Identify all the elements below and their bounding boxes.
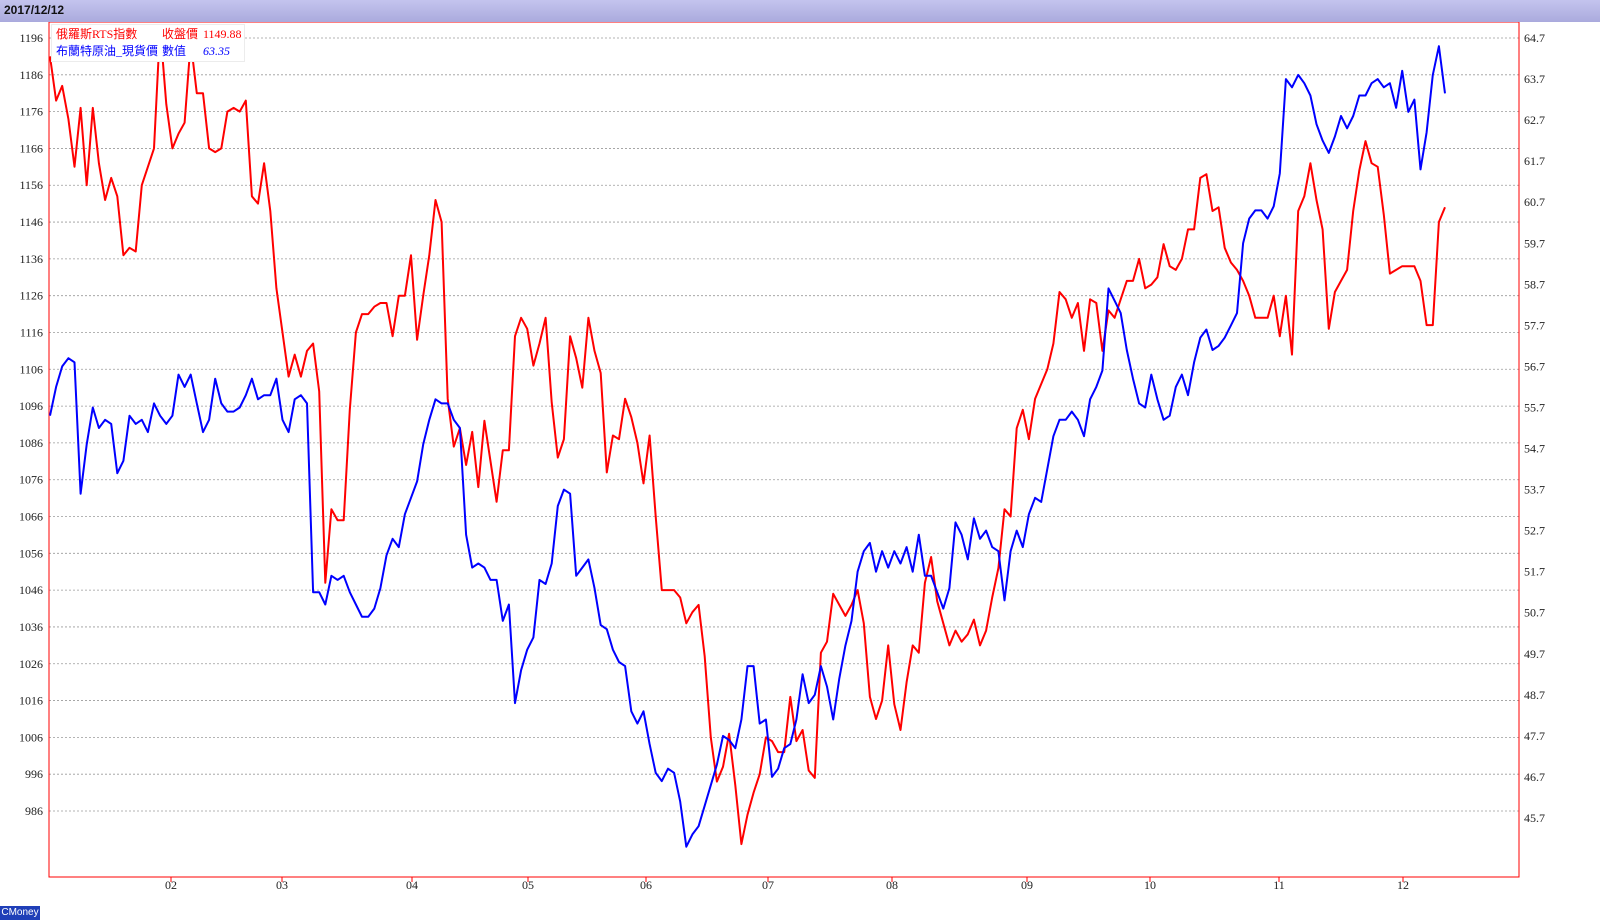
x-tick-label: 11	[1273, 878, 1285, 892]
x-axis: 02 03 04 05 06 07 08 09 10 11 12	[165, 877, 1409, 892]
rts-index-line	[49, 26, 1446, 846]
left-tick-label: 1156	[19, 178, 43, 192]
x-tick-label: 04	[406, 878, 418, 892]
date-label: 2017/12/12	[4, 3, 65, 17]
left-tick-label: 1076	[19, 473, 43, 487]
legend-label-brent: 數值	[162, 44, 187, 58]
x-tick-label: 02	[165, 878, 177, 892]
right-tick-label: 45.7	[1524, 811, 1545, 825]
right-tick-label: 49.7	[1524, 647, 1545, 661]
right-tick-label: 47.7	[1524, 729, 1545, 743]
series-lines	[49, 26, 1446, 848]
right-tick-label: 46.7	[1524, 770, 1545, 784]
left-tick-label: 1136	[19, 252, 43, 266]
legend-value-brent: 63.35	[203, 44, 230, 58]
right-tick-label: 51.7	[1524, 565, 1545, 579]
legend: 俄羅斯RTS指數 收盤價 1149.88 布蘭特原油_現貨價 數值 63.35	[51, 24, 245, 62]
legend-label-rts: 收盤價	[162, 27, 199, 41]
x-tick-label: 09	[1021, 878, 1033, 892]
right-tick-label: 60.7	[1524, 195, 1545, 209]
left-tick-label: 1146	[19, 215, 43, 229]
plot-frame	[48, 22, 1520, 878]
right-tick-label: 48.7	[1524, 688, 1545, 702]
x-tick-label: 03	[276, 878, 288, 892]
x-tick-label: 05	[522, 878, 534, 892]
grid-lines	[49, 37, 1519, 812]
left-tick-label: 1196	[19, 31, 43, 45]
x-tick-label: 10	[1144, 878, 1156, 892]
left-tick-label: 1116	[20, 325, 43, 339]
left-tick-label: 1046	[19, 583, 43, 597]
left-tick-label: 1016	[19, 694, 43, 708]
left-tick-label: 1036	[19, 620, 43, 634]
right-tick-label: 64.7	[1524, 31, 1545, 45]
right-tick-label: 57.7	[1524, 318, 1545, 332]
x-tick-label: 12	[1397, 878, 1409, 892]
right-tick-label: 55.7	[1524, 400, 1545, 414]
right-tick-label: 56.7	[1524, 359, 1545, 373]
brent-oil-line	[49, 45, 1446, 848]
right-tick-label: 62.7	[1524, 113, 1545, 127]
right-tick-label: 63.7	[1524, 72, 1545, 86]
left-tick-label: 1066	[19, 510, 43, 524]
right-tick-label: 50.7	[1524, 606, 1545, 620]
left-tick-label: 1026	[19, 657, 43, 671]
plot-border	[48, 22, 1520, 878]
cmoney-logo: CMoney	[0, 906, 40, 920]
x-tick-label: 06	[640, 878, 652, 892]
left-tick-label: 1106	[19, 362, 43, 376]
right-tick-label: 54.7	[1524, 442, 1545, 456]
right-tick-label: 52.7	[1524, 524, 1545, 538]
right-axis: 64.7 63.7 62.7 61.7 60.7 59.7 58.7 57.7 56.7 55.7…	[1524, 31, 1545, 825]
left-axis: 1196 1186 1176 1166 1156 1146 1136 1126 1116 1106…	[19, 31, 43, 818]
right-tick-label: 61.7	[1524, 154, 1545, 168]
right-tick-label: 53.7	[1524, 483, 1545, 497]
line-chart[interactable]: 1196118611761166115611461136112611161106…	[0, 22, 1600, 921]
x-tick-label: 07	[762, 878, 774, 892]
title-bar: 2017/12/12	[0, 0, 1600, 22]
left-tick-label: 1006	[19, 730, 43, 744]
right-tick-label: 59.7	[1524, 236, 1545, 250]
left-tick-label: 1096	[19, 399, 43, 413]
legend-name-rts: 俄羅斯RTS指數	[56, 27, 138, 41]
left-tick-label: 996	[25, 767, 43, 781]
left-tick-label: 1176	[19, 105, 43, 119]
left-tick-label: 986	[25, 804, 43, 818]
chart-area: 1196 1186 1176 1166 1156 1146 1136 1126 1116 1106…	[0, 22, 1600, 921]
left-tick-label: 1126	[19, 289, 43, 303]
left-tick-label: 1186	[19, 68, 43, 82]
legend-value-rts: 1149.88	[203, 27, 242, 41]
left-tick-label: 1166	[19, 141, 43, 155]
right-tick-label: 58.7	[1524, 277, 1545, 291]
left-tick-label: 1086	[19, 436, 43, 450]
x-tick-label: 08	[886, 878, 898, 892]
legend-name-brent: 布蘭特原油_現貨價	[56, 44, 159, 58]
left-tick-label: 1056	[19, 546, 43, 560]
